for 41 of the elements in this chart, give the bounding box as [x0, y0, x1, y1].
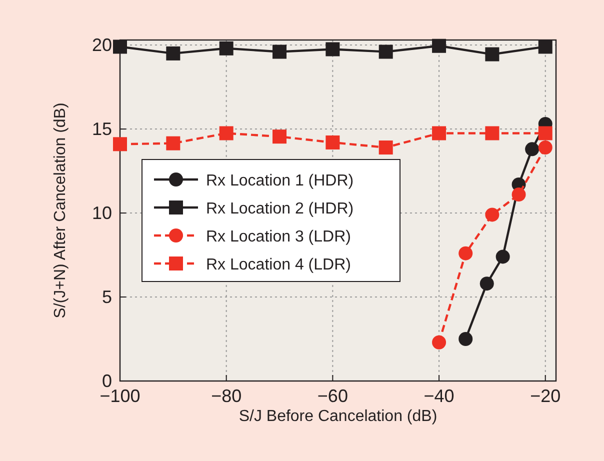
x-tick-label: −80 — [211, 386, 242, 406]
point — [485, 126, 500, 140]
point — [496, 250, 510, 264]
point — [113, 40, 127, 54]
point — [458, 332, 473, 346]
point — [272, 44, 287, 59]
x-tick-label: −40 — [424, 386, 454, 406]
x-tick-label: −20 — [530, 386, 561, 406]
point — [432, 335, 446, 350]
x-tick-label: −60 — [317, 386, 348, 406]
legend-label: Rx Location 1 (HDR) — [206, 172, 354, 190]
point — [326, 135, 340, 150]
legend-label: Rx Location 2 (HDR) — [206, 200, 354, 218]
point — [166, 46, 180, 60]
point — [166, 136, 180, 150]
point — [512, 188, 526, 202]
y-tick-label: 15 — [92, 118, 112, 139]
point — [432, 38, 446, 53]
y-tick-label: 10 — [92, 202, 112, 223]
point — [525, 142, 540, 156]
point — [538, 126, 552, 140]
point — [326, 42, 340, 56]
legend-label: Rx Location 4 (LDR) — [206, 256, 351, 274]
y-tick-label: 5 — [102, 286, 112, 307]
point — [432, 126, 446, 140]
x-axis-title: S/J Before Cancelation (dB) — [238, 408, 438, 425]
y-axis-title: S/(J+N) After Cancelation (dB) — [52, 102, 69, 318]
y-tick-label: 20 — [92, 34, 112, 55]
point — [378, 140, 393, 155]
point — [458, 246, 473, 260]
point — [219, 41, 234, 56]
point — [219, 126, 234, 140]
point — [538, 40, 552, 54]
point — [378, 44, 393, 59]
legend-label: Rx Location 3 (LDR) — [206, 228, 351, 246]
point — [272, 130, 287, 144]
point — [480, 276, 494, 291]
point — [485, 208, 500, 222]
point — [485, 47, 500, 62]
point — [113, 137, 127, 152]
point — [538, 140, 552, 155]
